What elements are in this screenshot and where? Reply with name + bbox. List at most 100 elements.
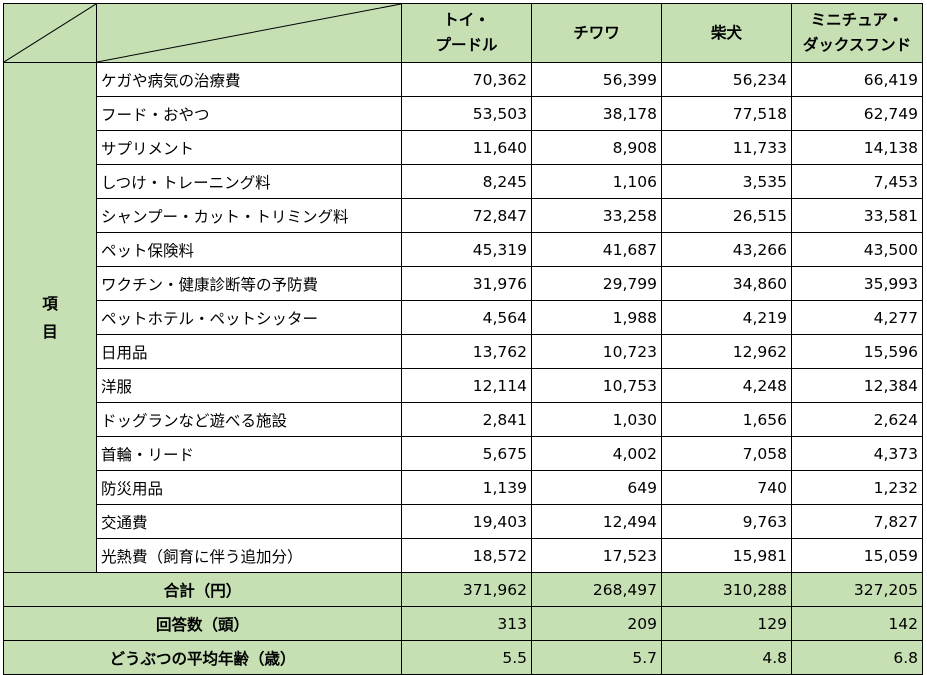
table-cell: 45,319 xyxy=(401,232,532,267)
table-cell: 1,106 xyxy=(531,164,662,199)
row-label: ドッグランなど遊べる施設 xyxy=(96,402,402,437)
row-label: ケガや病気の治療費 xyxy=(96,62,402,97)
table-cell: 33,258 xyxy=(531,198,662,233)
table-cell: 53,503 xyxy=(401,96,532,131)
table-cell: 14,138 xyxy=(791,130,923,165)
footer-cell: 129 xyxy=(661,606,792,641)
table-cell: 9,763 xyxy=(661,504,792,539)
group-label-char: 目 xyxy=(42,322,58,341)
table-cell: 11,640 xyxy=(401,130,532,165)
pet-expense-table: トイ・ プードル チワワ 柴犬 ミニチュア・ ダックスフンド 項目 ケガや病気の治… xyxy=(3,3,923,675)
table-cell: 1,232 xyxy=(791,470,923,505)
table-cell: 12,384 xyxy=(791,368,923,403)
table-row: 首輪・リード 5,675 4,002 7,058 4,373 xyxy=(4,436,923,471)
table-cell: 2,624 xyxy=(791,402,923,437)
row-label: フード・おやつ xyxy=(96,96,402,131)
table-cell: 4,277 xyxy=(791,300,923,335)
table-cell: 56,399 xyxy=(531,62,662,97)
table-cell: 10,723 xyxy=(531,334,662,369)
column-header-toy-poodle: トイ・ プードル xyxy=(401,3,532,63)
footer-cell: 209 xyxy=(531,606,662,641)
table-row: 光熱費（飼育に伴う追加分） 18,572 17,523 15,981 15,059 xyxy=(4,538,923,573)
table-cell: 12,114 xyxy=(401,368,532,403)
footer-label: 回答数（頭） xyxy=(3,606,402,641)
row-label: 洋服 xyxy=(96,368,402,403)
row-label: 日用品 xyxy=(96,334,402,369)
footer-cell: 5.7 xyxy=(531,640,662,675)
table-cell: 740 xyxy=(661,470,792,505)
footer-cell: 6.8 xyxy=(791,640,923,675)
table-cell: 77,518 xyxy=(661,96,792,131)
column-header-miniature-dachshund: ミニチュア・ ダックスフンド xyxy=(791,3,923,63)
table-cell: 26,515 xyxy=(661,198,792,233)
column-header-line1: チワワ xyxy=(573,23,620,42)
table-cell: 19,403 xyxy=(401,504,532,539)
table-cell: 66,419 xyxy=(791,62,923,97)
table-cell: 15,981 xyxy=(661,538,792,573)
table-cell: 33,581 xyxy=(791,198,923,233)
table-row: サプリメント 11,640 8,908 11,733 14,138 xyxy=(4,130,923,165)
group-label-char: 項 xyxy=(42,294,58,313)
diagonal-line-icon xyxy=(4,4,96,62)
column-header-line2: ダックスフンド xyxy=(802,36,912,54)
header-row: トイ・ プードル チワワ 柴犬 ミニチュア・ ダックスフンド xyxy=(3,3,923,63)
table-cell: 17,523 xyxy=(531,538,662,573)
table-cell: 1,139 xyxy=(401,470,532,505)
table-cell: 43,266 xyxy=(661,232,792,267)
table-cell: 12,962 xyxy=(661,334,792,369)
table-cell: 7,453 xyxy=(791,164,923,199)
table-cell: 1,030 xyxy=(531,402,662,437)
row-label: 光熱費（飼育に伴う追加分） xyxy=(96,538,402,573)
row-label: 防災用品 xyxy=(96,470,402,505)
table-row: 洋服 12,114 10,753 4,248 12,384 xyxy=(4,368,923,403)
table-cell: 1,656 xyxy=(661,402,792,437)
footer-cell: 4.8 xyxy=(661,640,792,675)
footer-cell: 313 xyxy=(401,606,532,641)
table-cell: 12,494 xyxy=(531,504,662,539)
table-cell: 8,245 xyxy=(401,164,532,199)
table-cell: 70,362 xyxy=(401,62,532,97)
table-row: ペットホテル・ペットシッター 4,564 1,988 4,219 4,277 xyxy=(4,300,923,335)
column-header-line1: 柴犬 xyxy=(710,23,742,42)
table-row: 項目 ケガや病気の治療費 70,362 56,399 56,234 66,419 xyxy=(3,62,923,573)
table-cell: 4,219 xyxy=(661,300,792,335)
table-row: ドッグランなど遊べる施設 2,841 1,030 1,656 2,624 xyxy=(4,402,923,437)
footer-cell: 268,497 xyxy=(531,572,662,607)
table-cell: 56,234 xyxy=(661,62,792,97)
table-cell: 7,827 xyxy=(791,504,923,539)
table-cell: 2,841 xyxy=(401,402,532,437)
footer-cell: 310,288 xyxy=(661,572,792,607)
table-row: ワクチン・健康診断等の予防費 31,976 29,799 34,860 35,993 xyxy=(4,266,923,301)
row-label: サプリメント xyxy=(96,130,402,165)
table-cell: 649 xyxy=(531,470,662,505)
footer-row: どうぶつの平均年齢（歳） 5.5 5.7 4.8 6.8 xyxy=(3,640,923,675)
table-cell: 10,753 xyxy=(531,368,662,403)
table-cell: 15,596 xyxy=(791,334,923,369)
table-cell: 7,058 xyxy=(661,436,792,471)
table-cell: 35,993 xyxy=(791,266,923,301)
table-cell: 38,178 xyxy=(531,96,662,131)
table-row: シャンプー・カット・トリミング料 72,847 33,258 26,515 33,581 xyxy=(4,198,923,233)
table-cell: 62,749 xyxy=(791,96,923,131)
row-label: 首輪・リード xyxy=(96,436,402,471)
table-cell: 72,847 xyxy=(401,198,532,233)
table-cell: 13,762 xyxy=(401,334,532,369)
corner-cell-right xyxy=(96,3,402,63)
column-header-line1: トイ・ xyxy=(443,11,490,29)
table-cell: 4,564 xyxy=(401,300,532,335)
row-label: シャンプー・カット・トリミング料 xyxy=(96,198,402,233)
footer-row: 合計（円） 371,962 268,497 310,288 327,205 xyxy=(3,572,923,607)
column-header-chihuahua: チワワ xyxy=(531,3,662,63)
column-header-line1: ミニチュア・ xyxy=(810,11,904,29)
table-cell: 5,675 xyxy=(401,436,532,471)
table-row: しつけ・トレーニング料 8,245 1,106 3,535 7,453 xyxy=(4,164,923,199)
table-cell: 1,988 xyxy=(531,300,662,335)
row-label: ワクチン・健康診断等の予防費 xyxy=(96,266,402,301)
footer-cell: 327,205 xyxy=(791,572,923,607)
table-cell: 4,002 xyxy=(531,436,662,471)
table-row: フード・おやつ 53,503 38,178 77,518 62,749 xyxy=(4,96,923,131)
footer-cell: 371,962 xyxy=(401,572,532,607)
table-cell: 4,373 xyxy=(791,436,923,471)
table-cell: 11,733 xyxy=(661,130,792,165)
row-label: しつけ・トレーニング料 xyxy=(96,164,402,199)
